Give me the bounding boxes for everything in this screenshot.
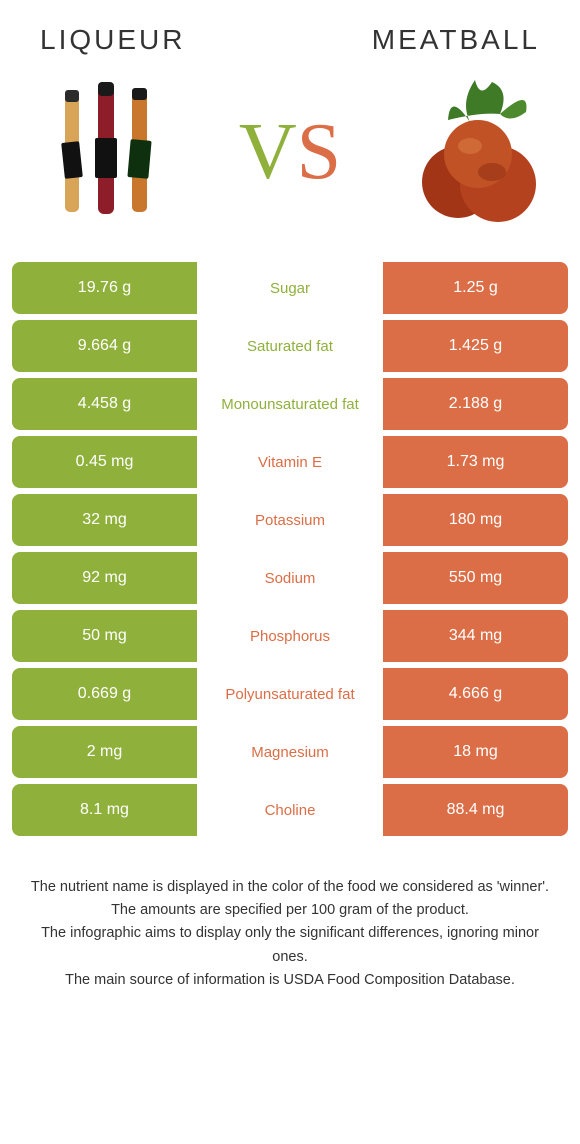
infographic-container: LIQUEUR MEATBALL VS [0,0,580,1032]
footer-line-3: The infographic aims to display only the… [28,922,552,968]
left-value-cell: 9.664 g [12,320,197,372]
table-row: 0.45 mgVitamin E1.73 mg [12,436,568,488]
left-value-cell: 2 mg [12,726,197,778]
table-row: 32 mgPotassium180 mg [12,494,568,546]
table-row: 92 mgSodium550 mg [12,552,568,604]
right-food-image [400,72,550,232]
vs-s-letter: S [297,108,342,196]
right-value-cell: 4.666 g [383,668,568,720]
right-value-cell: 1.73 mg [383,436,568,488]
right-value-cell: 1.25 g [383,262,568,314]
nutrient-label-cell: Monounsaturated fat [197,378,383,430]
right-food-title: MEATBALL [372,24,540,56]
right-value-cell: 2.188 g [383,378,568,430]
footer-line-4: The main source of information is USDA F… [28,969,552,992]
nutrient-label-cell: Sodium [197,552,383,604]
right-value-cell: 344 mg [383,610,568,662]
left-value-cell: 0.669 g [12,668,197,720]
left-value-cell: 92 mg [12,552,197,604]
left-value-cell: 0.45 mg [12,436,197,488]
nutrient-label-cell: Magnesium [197,726,383,778]
nutrient-label-cell: Potassium [197,494,383,546]
footer-line-2: The amounts are specified per 100 gram o… [28,899,552,922]
left-value-cell: 8.1 mg [12,784,197,836]
vs-row: VS [0,64,580,262]
right-value-cell: 180 mg [383,494,568,546]
table-row: 0.669 gPolyunsaturated fat4.666 g [12,668,568,720]
nutrient-label-cell: Choline [197,784,383,836]
header: LIQUEUR MEATBALL [0,0,580,64]
left-value-cell: 19.76 g [12,262,197,314]
footer-line-1: The nutrient name is displayed in the co… [28,876,552,899]
left-value-cell: 32 mg [12,494,197,546]
right-value-cell: 1.425 g [383,320,568,372]
left-value-cell: 4.458 g [12,378,197,430]
left-food-image [30,72,180,232]
left-value-cell: 50 mg [12,610,197,662]
right-value-cell: 18 mg [383,726,568,778]
left-food-title: LIQUEUR [40,24,185,56]
nutrient-label-cell: Phosphorus [197,610,383,662]
table-row: 8.1 mgCholine88.4 mg [12,784,568,836]
nutrient-label-cell: Polyunsaturated fat [197,668,383,720]
table-row: 50 mgPhosphorus344 mg [12,610,568,662]
table-row: 2 mgMagnesium18 mg [12,726,568,778]
nutrient-label-cell: Sugar [197,262,383,314]
table-row: 19.76 gSugar1.25 g [12,262,568,314]
table-row: 4.458 gMonounsaturated fat2.188 g [12,378,568,430]
right-value-cell: 550 mg [383,552,568,604]
nutrient-label-cell: Vitamin E [197,436,383,488]
vs-v-letter: V [239,108,297,196]
vs-label: VS [180,112,400,192]
footer: The nutrient name is displayed in the co… [0,842,580,1032]
nutrient-table: 19.76 gSugar1.25 g9.664 gSaturated fat1.… [0,262,580,836]
table-row: 9.664 gSaturated fat1.425 g [12,320,568,372]
nutrient-label-cell: Saturated fat [197,320,383,372]
right-value-cell: 88.4 mg [383,784,568,836]
